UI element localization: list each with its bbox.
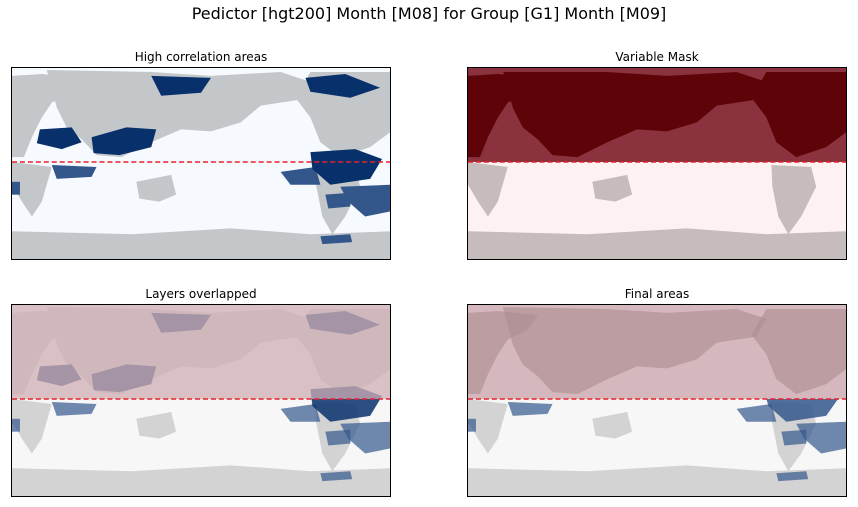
masked-land xyxy=(502,306,767,395)
final-area xyxy=(796,421,846,454)
land-region xyxy=(12,228,390,259)
correlation-area-strong xyxy=(151,75,211,96)
variable-mask-map xyxy=(468,68,846,259)
high-correlation-map xyxy=(12,68,390,259)
land-region xyxy=(751,71,846,158)
correlation-area-moderate xyxy=(325,192,351,209)
correlation-area-moderate xyxy=(280,403,321,422)
land-region xyxy=(468,465,846,496)
panel-title-layers-overlapped: Layers overlapped xyxy=(145,287,257,301)
correlation-area-moderate xyxy=(51,164,97,179)
correlation-area-strong xyxy=(305,73,381,98)
panel-title-variable-mask: Variable Mask xyxy=(615,50,699,64)
mask-overlay xyxy=(12,305,390,400)
correlation-area-moderate xyxy=(340,184,390,217)
land-region xyxy=(592,174,633,202)
correlation-area-moderate xyxy=(12,181,20,195)
correlation-area-strong xyxy=(91,127,157,156)
final-areas-map xyxy=(468,305,846,496)
final-area xyxy=(736,403,777,422)
layers-overlapped-map xyxy=(12,305,390,496)
land-region xyxy=(12,162,52,217)
correlation-area-moderate xyxy=(340,421,390,454)
land-region xyxy=(592,411,633,439)
correlation-area-strong xyxy=(310,149,383,185)
final-area xyxy=(766,399,839,422)
land-region xyxy=(12,465,390,496)
land-region xyxy=(136,174,177,202)
figure-title: Pedictor [hgt200] Month [M08] for Group … xyxy=(191,4,667,23)
panel-layers-overlapped xyxy=(11,304,391,497)
final-area xyxy=(507,401,553,416)
correlation-area-moderate xyxy=(320,234,353,245)
panel-high-correlation xyxy=(11,67,391,260)
land-region xyxy=(295,71,390,158)
panel-title-high-correlation: High correlation areas xyxy=(134,50,268,64)
panel-variable-mask xyxy=(467,67,847,260)
land-region xyxy=(12,399,52,454)
correlation-area-moderate xyxy=(51,401,97,416)
final-area xyxy=(468,418,476,432)
correlation-area-moderate xyxy=(325,429,351,446)
correlation-area-moderate xyxy=(280,166,321,185)
panel-title-final-areas: Final areas xyxy=(624,287,690,301)
land-region xyxy=(502,69,767,158)
land-region xyxy=(468,162,508,217)
masked-land xyxy=(751,308,846,395)
land-region xyxy=(771,164,817,235)
land-region xyxy=(468,399,508,454)
correlation-area-moderate xyxy=(12,418,20,432)
land-region xyxy=(468,228,846,259)
land-region xyxy=(136,411,177,439)
final-area xyxy=(781,429,807,446)
mask-top-edge xyxy=(468,68,846,72)
panel-final-areas xyxy=(467,304,847,497)
correlation-area-strong xyxy=(36,127,82,150)
final-area xyxy=(776,471,809,482)
correlation-area-moderate xyxy=(320,471,353,482)
